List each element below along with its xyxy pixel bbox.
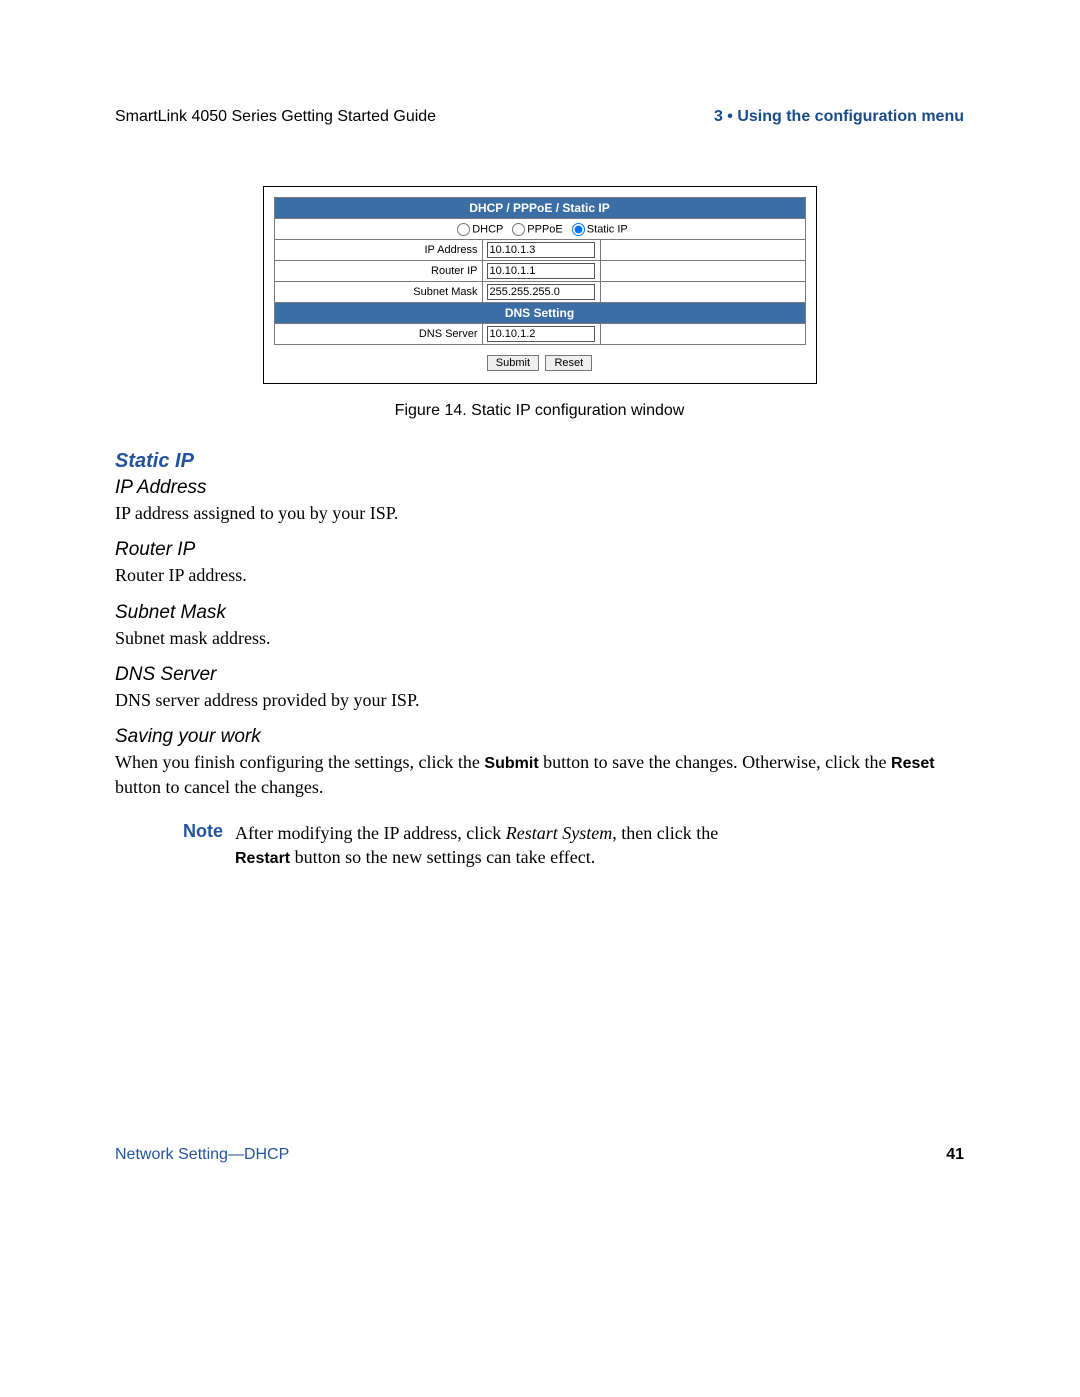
dns-server-input[interactable] [487, 326, 595, 342]
table-row: Router IP [274, 261, 805, 282]
radio-dhcp-label: DHCP [472, 223, 503, 235]
spare-cell [600, 261, 805, 282]
note-block: Note After modifying the IP address, cli… [175, 821, 964, 870]
saving-bold-reset: Reset [891, 755, 935, 772]
field-body-ip: IP address assigned to you by your ISP. [115, 501, 964, 525]
radio-static[interactable] [572, 223, 585, 236]
figure-caption: Figure 14. Static IP configuration windo… [115, 402, 964, 420]
field-body-router: Router IP address. [115, 563, 964, 587]
submit-button[interactable]: Submit [487, 355, 539, 371]
page-header: SmartLink 4050 Series Getting Started Gu… [115, 108, 964, 126]
spare-cell [600, 240, 805, 261]
config-window: DHCP / PPPoE / Static IP DHCP PPPoE Stat… [263, 186, 817, 384]
field-title-ip: IP Address [115, 477, 964, 499]
router-ip-label: Router IP [274, 261, 482, 282]
reset-button[interactable]: Reset [545, 355, 592, 371]
subnet-mask-label: Subnet Mask [274, 282, 482, 303]
table-row: IP Address [274, 240, 805, 261]
footer-left: Network Setting—DHCP [115, 1146, 289, 1164]
saving-pre: When you finish configuring the settings… [115, 752, 484, 772]
config-header-main: DHCP / PPPoE / Static IP [274, 198, 805, 219]
button-row: Submit Reset [274, 353, 806, 371]
field-title-dns: DNS Server [115, 664, 964, 686]
subnet-mask-input[interactable] [487, 284, 595, 300]
page-footer: Network Setting—DHCP 41 [115, 1146, 964, 1164]
config-header-dns: DNS Setting [274, 303, 805, 324]
radio-row: DHCP PPPoE Static IP [274, 219, 805, 240]
saving-body: When you finish configuring the settings… [115, 750, 964, 799]
note-mid: , then click the [612, 823, 718, 843]
dns-server-label: DNS Server [274, 324, 482, 345]
note-post: button so the new settings can take effe… [290, 847, 595, 867]
radio-pppoe[interactable] [512, 223, 525, 236]
note-pre: After modifying the IP address, click [235, 823, 506, 843]
section-title: Static IP [115, 450, 964, 473]
spare-cell [600, 282, 805, 303]
radio-static-label: Static IP [587, 223, 628, 235]
saving-bold-submit: Submit [484, 755, 538, 772]
note-label: Note [175, 821, 235, 870]
note-bold: Restart [235, 850, 290, 867]
field-title-subnet: Subnet Mask [115, 602, 964, 624]
ip-address-label: IP Address [274, 240, 482, 261]
field-body-subnet: Subnet mask address. [115, 626, 964, 650]
note-body: After modifying the IP address, click Re… [235, 821, 775, 870]
note-italic: Restart System [506, 823, 612, 843]
field-body-dns: DNS server address provided by your ISP. [115, 688, 964, 712]
table-row: DNS Server [274, 324, 805, 345]
router-ip-input[interactable] [487, 263, 595, 279]
radio-pppoe-label: PPPoE [527, 223, 562, 235]
saving-post: button to cancel the changes. [115, 777, 323, 797]
saving-mid: button to save the changes. Otherwise, c… [539, 752, 891, 772]
radio-dhcp[interactable] [457, 223, 470, 236]
spare-cell [600, 324, 805, 345]
table-row: Subnet Mask [274, 282, 805, 303]
field-title-router: Router IP [115, 539, 964, 561]
header-left: SmartLink 4050 Series Getting Started Gu… [115, 108, 436, 126]
config-table: DHCP / PPPoE / Static IP DHCP PPPoE Stat… [274, 197, 806, 345]
header-right: 3 • Using the configuration menu [714, 108, 964, 126]
ip-address-input[interactable] [487, 242, 595, 258]
field-title-saving: Saving your work [115, 726, 964, 748]
footer-right: 41 [946, 1146, 964, 1164]
